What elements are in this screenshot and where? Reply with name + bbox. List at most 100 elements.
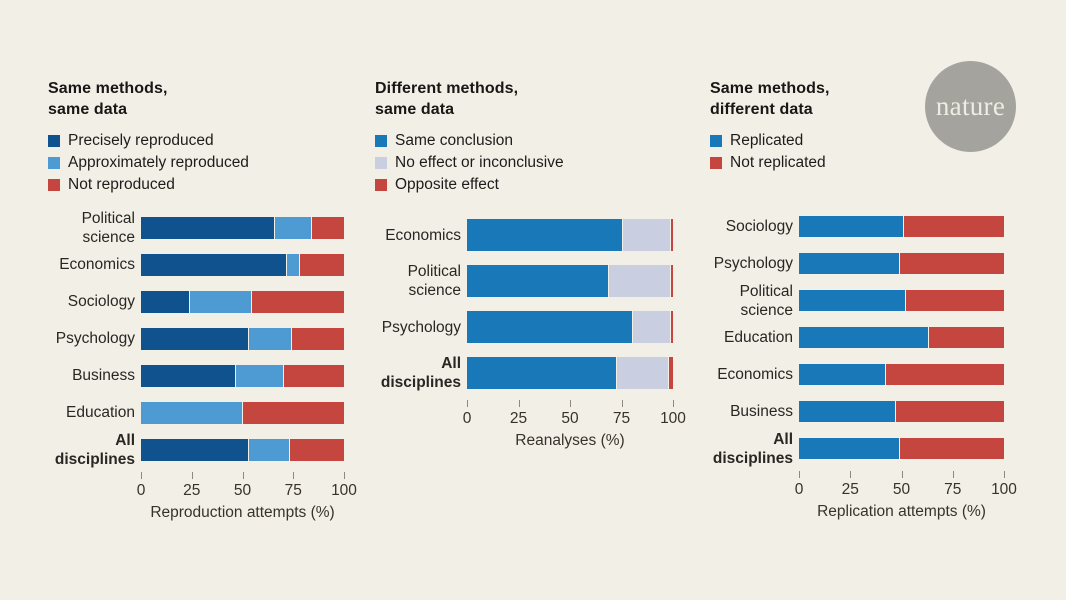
chart-row: Economics [48,246,344,283]
bar-segment [243,401,344,424]
stacked-bar [799,438,1004,459]
category-label: Economics [385,226,461,244]
chart-row: Business [48,357,344,394]
axis-tick-label: 25 [183,482,201,499]
axis-tick [621,400,623,407]
axis-tick-label: 25 [841,481,859,498]
x-axis: 0 25 50 75 100 [137,470,357,500]
bar-segment [608,265,670,297]
bar-segment [311,216,344,239]
axis-tick [344,472,345,479]
legend-swatch [710,135,722,147]
chart-row: Psychology [375,304,673,350]
chart-row: All disciplines [375,350,673,396]
category-label: Education [724,329,793,346]
axis-tick [141,472,142,479]
bar-segment [895,401,1004,422]
bar-segment [190,290,251,313]
stacked-bar [467,265,674,297]
chart-row: Business [710,393,1004,430]
panel-title-line: Same methods, [710,80,830,97]
bar-segment [670,311,673,343]
stacked-bar [467,311,673,343]
chart-rows: Sociology Psychology Political science Educ… [710,208,1004,467]
legend-label: Opposite effect [395,176,499,193]
category-label: Psychology [55,330,135,347]
axis-tick-label: 100 [331,482,357,499]
chart-row: All disciplines [710,430,1004,467]
axis-tick-label: 0 [136,482,146,499]
legend-swatch [375,135,387,147]
bar-segment [248,327,291,350]
axis-tick [1004,471,1005,478]
stacked-bar [141,438,344,461]
chart-row: Education [48,394,344,431]
bar-segment [141,438,248,461]
axis-tick [570,400,571,407]
legend: Precisely reproduced Approximately reprod… [48,130,344,196]
bar-segment [799,327,928,348]
bar-segment [799,253,899,274]
legend-swatch [375,157,387,169]
axis-tick [293,472,295,479]
panel-title-line: Different methods, [375,80,519,97]
legend-swatch [710,157,722,169]
legend-label: Not replicated [730,154,826,171]
category-label: Psychology [713,255,793,272]
bar-segment [251,290,344,313]
stacked-bar [799,364,1004,385]
axis-tick-label: 50 [233,482,252,499]
bar-segment [799,364,885,385]
chart-row: Political science [375,258,674,304]
bar-segment [141,290,190,313]
axis-tick [799,471,800,478]
stacked-bar [141,401,344,424]
axis-tick-label: 75 [944,481,962,498]
legend-swatch [48,179,60,191]
category-label: All disciplines [380,355,461,391]
panel-title-line: different data [710,101,813,118]
x-axis: 0 25 50 75 100 [795,469,1017,499]
stacked-bar [799,253,1004,274]
stacked-bar [141,327,344,350]
bar-segment [467,357,616,389]
panel-title-line: same data [375,101,455,118]
axis-tick [850,471,852,478]
category-label: Political science [407,263,461,299]
bar-segment [799,401,895,422]
x-axis-title: Reproduction attempts (%) [150,504,335,521]
panel-same-methods-same-data: Same methods, same data Precisely reprod… [48,78,357,522]
nature-logo: nature [925,61,1016,152]
stacked-bar [467,357,673,389]
legend-item: Replicated [710,130,1004,152]
axis-tick [673,400,674,407]
panel-title-line: same data [48,101,128,118]
bar-segment [928,327,1004,348]
category-label: All disciplines [54,431,135,468]
chart-row: Psychology [48,320,344,357]
axis-tick-label: 0 [794,481,804,498]
chart-row: Economics [375,212,674,258]
axis-tick-label: 75 [612,410,631,427]
legend: Replicated Not replicated [710,130,1004,174]
axis-tick [467,400,468,407]
category-label: Political science [81,209,135,246]
chart-row: Psychology [710,245,1004,282]
category-label: Political science [739,282,793,319]
stacked-bar [467,219,674,251]
category-label: Psychology [381,318,461,336]
chart-row: Political science [48,209,344,246]
x-axis: 0 25 50 75 100 [463,398,686,428]
legend-item: Same conclusion [375,130,673,152]
chart-row: Sociology [48,283,344,320]
panel-title: Different methods, same data [375,78,673,120]
category-label: All disciplines [712,430,793,467]
bar-segment [799,290,906,311]
axis-tick-label: 25 [509,410,528,427]
panel-same-methods-different-data: Same methods, different data Replicated N… [710,78,1017,521]
bar-segment [467,311,633,343]
axis-tick [242,472,244,479]
bar-segment [885,364,1004,385]
bar-segment [299,253,344,276]
